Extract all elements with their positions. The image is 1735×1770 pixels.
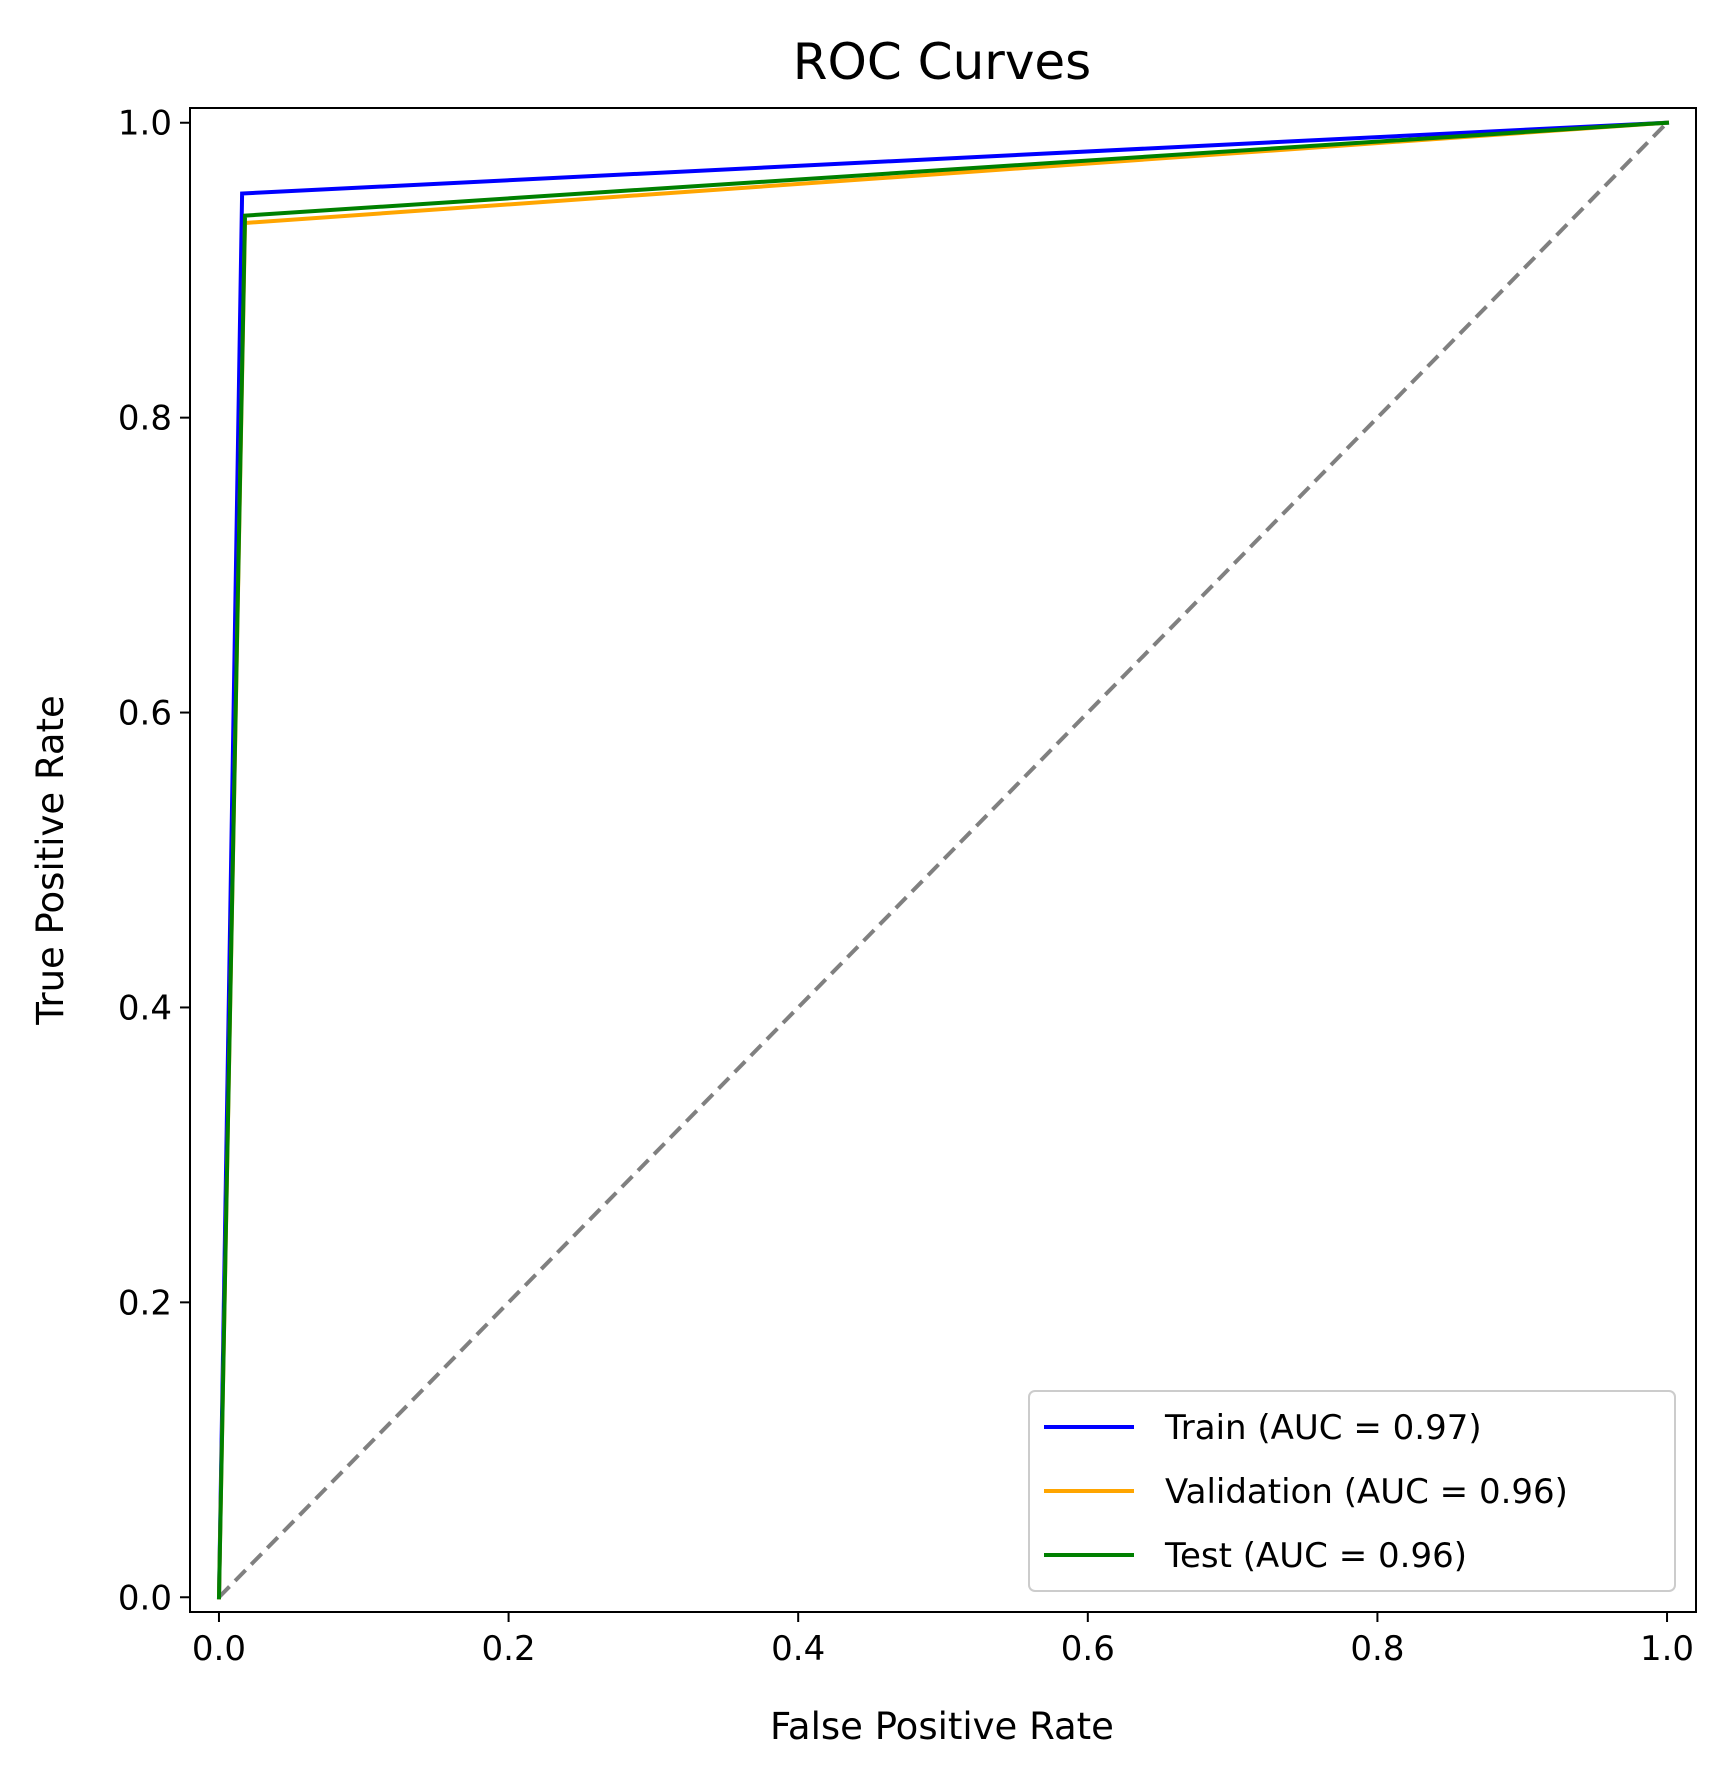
- y-tick-label: 0.2: [118, 1283, 172, 1323]
- y-tick-label: 0.0: [118, 1578, 172, 1618]
- legend-label-2: Test (AUC = 0.96): [1164, 1536, 1467, 1576]
- x-tick-label: 0.6: [1061, 1629, 1115, 1669]
- plot-area: [216, 120, 1670, 1600]
- legend-label-1: Validation (AUC = 0.96): [1165, 1472, 1568, 1512]
- plot-frame: [189, 107, 1697, 1613]
- y-tick-label: 0.4: [118, 988, 172, 1028]
- chart-title: ROC Curves: [793, 33, 1091, 91]
- x-tick-label: 0.8: [1350, 1629, 1404, 1669]
- x-axis-label: False Positive Rate: [770, 1705, 1114, 1748]
- x-axis-ticks: 0.0 0.2 0.4 0.6 0.8 1.0: [192, 1612, 1694, 1669]
- y-tick-label: 0.6: [118, 694, 172, 734]
- x-tick-label: 0.4: [771, 1629, 825, 1669]
- legend-label-0: Train (AUC = 0.97): [1164, 1408, 1482, 1448]
- x-tick-label: 1.0: [1640, 1629, 1694, 1669]
- x-tick-label: 0.0: [192, 1629, 246, 1669]
- legend-box: [1028, 1390, 1676, 1592]
- x-tick-label: 0.2: [482, 1629, 536, 1669]
- y-axis-label: True Positive Rate: [29, 695, 72, 1026]
- legend: Train (AUC = 0.97) Validation (AUC = 0.96…: [1028, 1390, 1676, 1592]
- y-tick-label: 1.0: [118, 104, 172, 144]
- series-line-2: [216, 120, 1670, 1600]
- y-tick-label: 0.8: [118, 399, 172, 439]
- y-axis-ticks: 0.0 0.2 0.4 0.6 0.8 1.0: [118, 104, 190, 1618]
